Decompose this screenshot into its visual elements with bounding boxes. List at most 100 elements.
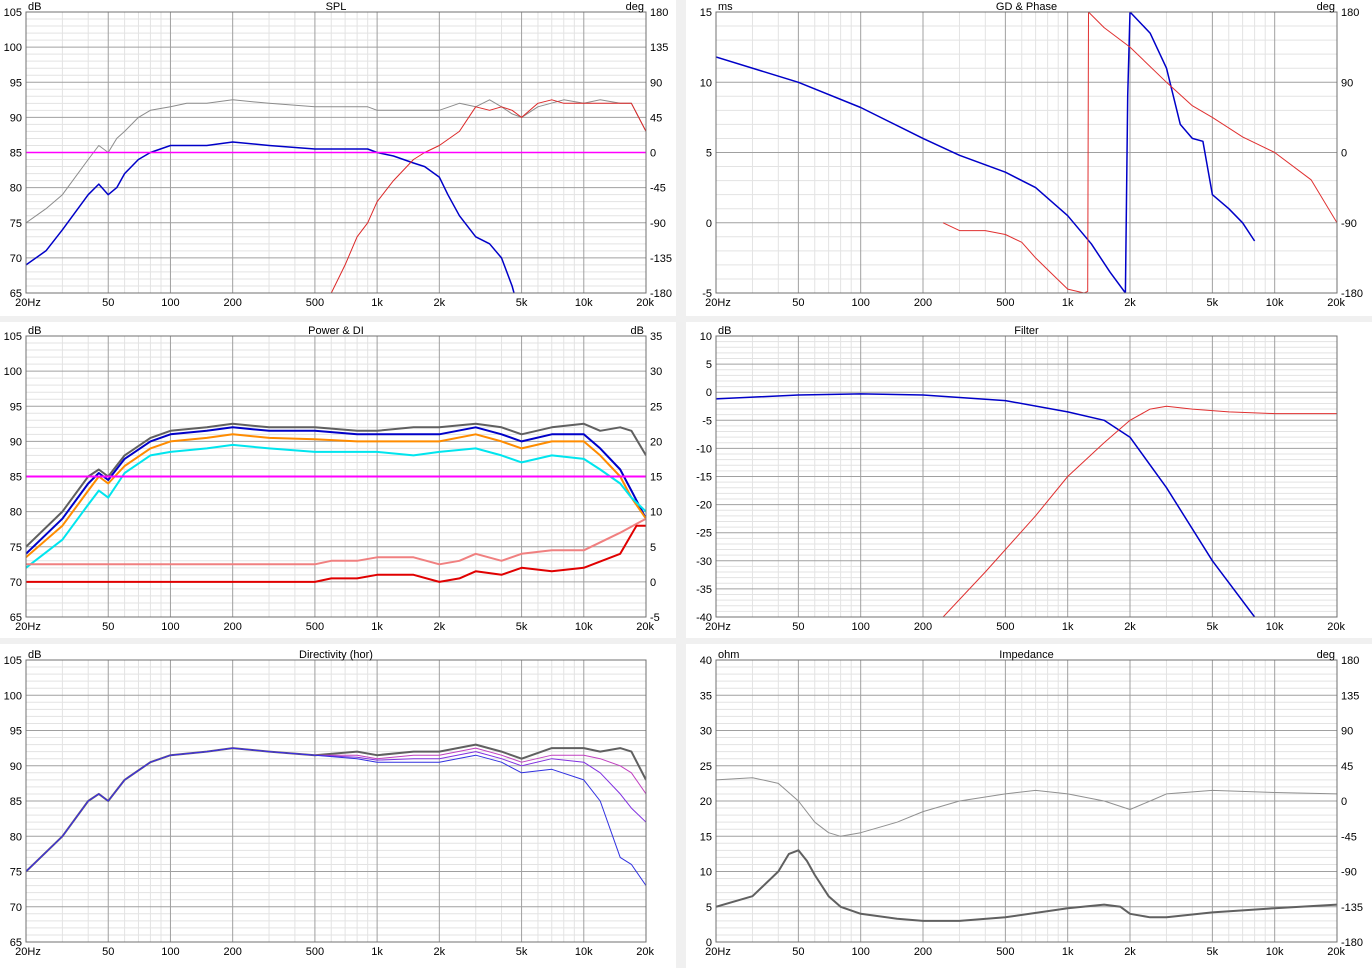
y2-tick-label: 45 [1341, 761, 1353, 773]
x-tick-label: 50 [792, 621, 804, 633]
y-tick-label: 95 [10, 401, 22, 413]
x-tick-label: 1k [1062, 621, 1074, 633]
y-tick-label: 100 [4, 690, 22, 702]
y-tick-label: 65 [10, 937, 22, 949]
y-tick-label: 5 [706, 148, 712, 160]
x-tick-label: 500 [996, 297, 1014, 309]
series-line [26, 426, 646, 555]
x-tick-label: 10k [575, 621, 593, 633]
filter-chart-svg: Filter dB -40 -35 -30 -25 -20 -15 -10 -5 0 5 10 20Hz 5… [696, 325, 1345, 633]
y-tick-label: 75 [10, 218, 22, 230]
x-tick-label: 1k [1062, 297, 1074, 309]
y-tick-label: -5 [702, 288, 712, 300]
x-tick-label: 200 [223, 297, 241, 309]
y-tick-label: 25 [700, 761, 712, 773]
x-tick-label: 2k [434, 946, 446, 958]
y2-tick-label: 0 [650, 577, 656, 589]
x-tick-label: 20Hz [15, 297, 41, 309]
y-tick-label: 95 [10, 77, 22, 89]
x-tick-label: 5k [516, 946, 528, 958]
chart-title: Filter [1014, 325, 1039, 337]
y2-unit-label: deg [1317, 649, 1335, 661]
y2-tick-label: 180 [650, 7, 668, 19]
y-tick-label: 30 [700, 726, 712, 738]
series-line [942, 405, 1337, 617]
series-line [942, 12, 1337, 293]
y2-tick-label: 180 [1341, 7, 1359, 19]
impedance-chart: Impedance ohm deg 0 5 10 15 20 25 30 35 40 -180 -135 -… [686, 644, 1372, 968]
spl-chart: SPL dB deg 65 70 75 80 85 90 95 100 105 -180 -135 -90 -… [0, 0, 676, 316]
chart-title: Impedance [999, 649, 1053, 661]
series-line [26, 524, 646, 583]
x-tick-label: 20Hz [15, 621, 41, 633]
y-tick-label: 90 [10, 112, 22, 124]
y-tick-label: 80 [10, 831, 22, 843]
y-tick-label: 75 [10, 542, 22, 554]
y-tick-label: 70 [10, 253, 22, 265]
x-tick-label: 100 [161, 621, 179, 633]
series-line [26, 99, 646, 224]
y-tick-label: 70 [10, 577, 22, 589]
x-tick-label: 5k [1207, 297, 1219, 309]
x-tick-label: 5k [516, 297, 528, 309]
x-tick-label: 50 [102, 621, 114, 633]
y-unit-label: dB [28, 649, 41, 661]
y-tick-label: 40 [700, 655, 712, 667]
gd-phase-chart-svg: GD & Phase ms deg -5 0 5 10 15 -180 -90 0 90 180 20Hz… [700, 1, 1363, 309]
y-tick-label: 100 [4, 42, 22, 54]
x-tick-label: 2k [1124, 621, 1136, 633]
x-tick-label: 10k [1266, 621, 1284, 633]
spl-chart-svg: SPL dB deg 65 70 75 80 85 90 95 100 105 -180 -135 -90 -… [4, 1, 672, 309]
y-tick-label: 105 [4, 7, 22, 19]
x-tick-label: 500 [996, 621, 1014, 633]
y-tick-label: 0 [706, 937, 712, 949]
x-tick-label: 500 [306, 621, 324, 633]
plot-frame [715, 659, 1338, 943]
y2-tick-label: 90 [650, 77, 662, 89]
y2-unit-label: dB [631, 325, 644, 337]
y2-tick-label: -90 [1341, 867, 1357, 879]
x-tick-label: 1k [371, 946, 383, 958]
y2-tick-label: 15 [650, 472, 662, 484]
chart-title: SPL [326, 1, 347, 13]
y-tick-label: 5 [706, 359, 712, 371]
x-tick-label: 10k [575, 946, 593, 958]
y2-tick-label: 0 [1341, 796, 1347, 808]
x-tick-label: 10k [1266, 946, 1284, 958]
x-tick-label: 50 [102, 946, 114, 958]
plot-frame [25, 659, 647, 943]
y-tick-label: 5 [706, 902, 712, 914]
x-tick-label: 100 [852, 946, 870, 958]
x-tick-label: 10k [1266, 297, 1284, 309]
x-tick-label: 1k [371, 621, 383, 633]
y-tick-label: -20 [696, 500, 712, 512]
y-unit-label: ms [718, 1, 733, 13]
power-di-chart: Power & DI dB dB 65 70 75 80 85 90 95 100 105 -5 0 5 10… [0, 322, 676, 638]
impedance-chart-svg: Impedance ohm deg 0 5 10 15 20 25 30 35 40 -180 -135 -… [700, 649, 1363, 958]
x-tick-label: 20k [1327, 621, 1345, 633]
x-tick-label: 20Hz [705, 621, 731, 633]
x-tick-label: 5k [1207, 946, 1219, 958]
x-tick-label: 20Hz [705, 297, 731, 309]
x-tick-label: 2k [1124, 946, 1136, 958]
y-unit-label: dB [28, 325, 41, 337]
y2-tick-label: -135 [1341, 902, 1363, 914]
x-tick-label: 2k [1124, 297, 1136, 309]
y2-tick-label: 0 [650, 148, 656, 160]
y2-tick-label: 35 [650, 331, 662, 343]
chart-title: GD & Phase [996, 1, 1057, 13]
series-line [716, 12, 1256, 293]
filter-chart: Filter dB -40 -35 -30 -25 -20 -15 -10 -5 0 5 10 20Hz 5… [686, 322, 1372, 638]
y2-tick-label: 25 [650, 401, 662, 413]
y-tick-label: 65 [10, 612, 22, 624]
y-tick-label: 10 [700, 77, 712, 89]
y-tick-label: 10 [700, 331, 712, 343]
series-line [716, 849, 1337, 922]
y2-tick-label: 180 [1341, 655, 1359, 667]
plot-frame [25, 11, 647, 294]
series-line [330, 99, 646, 293]
y-tick-label: 85 [10, 472, 22, 484]
x-tick-label: 100 [852, 297, 870, 309]
series-line [716, 393, 1256, 617]
y2-tick-label: 10 [650, 507, 662, 519]
